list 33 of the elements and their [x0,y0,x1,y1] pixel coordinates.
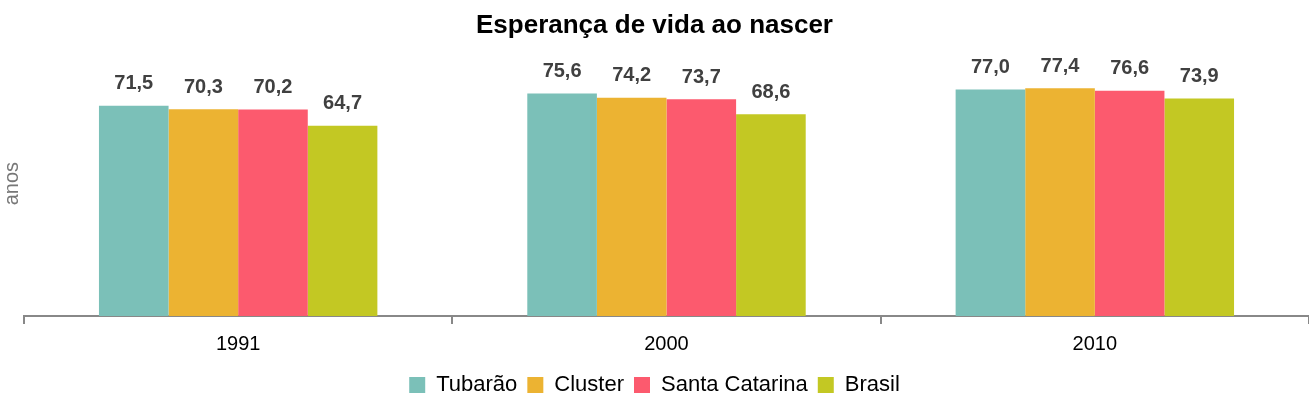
x-tick-label: 2010 [1072,331,1118,354]
x-tick-label: 1991 [215,331,261,354]
chart-title: Esperança de vida ao nascer [476,8,833,39]
data-label: 74,2 [612,63,652,86]
bar [168,109,239,316]
y-axis-title: anos [0,161,22,206]
legend-label: Santa Catarina [661,371,809,397]
bar [1025,88,1095,316]
data-label: 71,5 [114,71,154,94]
bar [955,89,1026,316]
data-label: 75,6 [542,59,582,82]
data-label: 70,2 [253,74,293,97]
bar [307,125,378,316]
bar [666,99,737,316]
data-label: 70,3 [183,74,223,97]
data-label: 77,0 [970,54,1010,77]
bar [238,109,308,316]
data-label: 73,7 [681,64,721,87]
legend-label: Brasil [844,371,900,397]
legend-label: Tubarão [436,371,518,397]
data-label: 76,6 [1110,56,1150,79]
bar [1164,98,1235,316]
legend-label: Cluster [554,371,625,397]
bar [1094,90,1165,316]
bar [527,93,597,316]
bar [736,114,806,316]
x-tick-label: 2000 [644,331,689,354]
data-label: 64,7 [323,91,363,114]
data-label: 68,6 [751,79,791,102]
data-label: 73,9 [1179,64,1219,87]
bar [596,97,667,316]
data-label: 77,4 [1040,53,1081,76]
bar [98,105,169,316]
